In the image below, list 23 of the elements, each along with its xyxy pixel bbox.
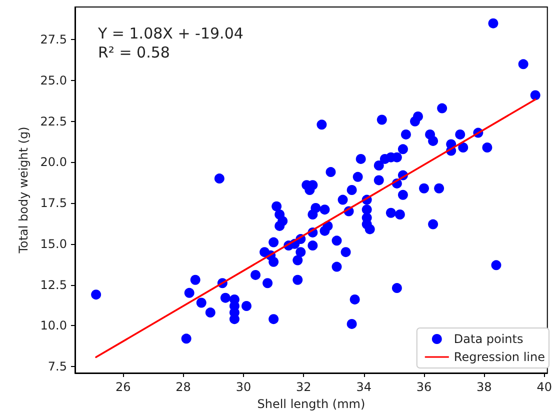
y-tick-label: 17.5 bbox=[40, 196, 67, 210]
annotation: Y = 1.08X + -19.04 bbox=[97, 24, 244, 42]
x-tick-label: 26 bbox=[116, 380, 131, 394]
y-tick-label: 10.0 bbox=[40, 318, 67, 333]
x-tick-label: 40 bbox=[536, 380, 552, 394]
y-tick-label: 22.5 bbox=[40, 114, 67, 128]
x-tick-label: 34 bbox=[356, 380, 372, 394]
x-tick-label: 36 bbox=[416, 380, 432, 394]
x-tick-label: 32 bbox=[296, 380, 312, 394]
legend-label: Regression line bbox=[454, 350, 545, 364]
annotation: R² = 0.58 bbox=[98, 44, 170, 62]
x-tick-label: 28 bbox=[176, 380, 191, 394]
y-axis-title: Total body weight (g) bbox=[16, 126, 30, 254]
x-axis-title: Shell length (mm) bbox=[257, 396, 366, 411]
y-tick-label: 25.0 bbox=[40, 74, 67, 88]
y-tick-label: 15.0 bbox=[40, 236, 67, 251]
y-tick-label: 12.5 bbox=[40, 278, 67, 292]
y-tick-label: 7.5 bbox=[48, 359, 67, 374]
legend-label: Data points bbox=[454, 332, 524, 346]
y-tick-label: 20.0 bbox=[40, 155, 67, 170]
x-tick-label: 30 bbox=[236, 380, 252, 394]
y-tick-label: 27.5 bbox=[40, 32, 67, 47]
x-tick-label: 38 bbox=[476, 380, 492, 394]
